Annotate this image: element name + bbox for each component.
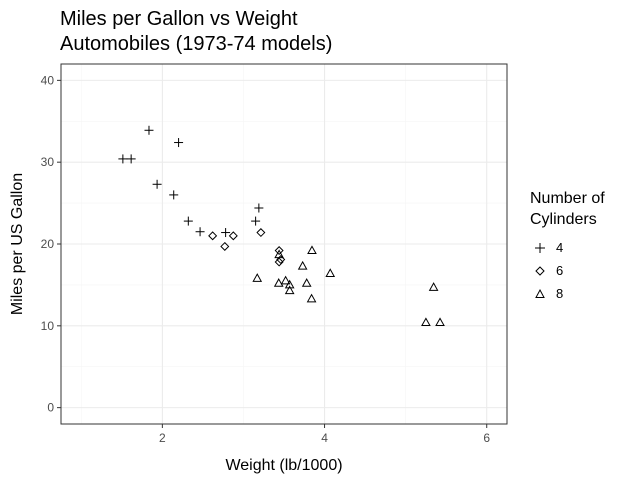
data-point-4-cyl [169,190,179,200]
data-point-6-cyl [208,231,218,241]
data-point-4-cyl [183,216,193,226]
data-point-8-cyl [284,279,295,289]
legend-title-line-1: Number of [530,190,605,207]
data-point-8-cyl [325,268,336,277]
data-point-8-cyl [284,285,295,295]
y-tick-label: 30 [41,155,55,169]
data-point-6-cyl [256,228,266,238]
data-point-6-cyl [274,257,284,267]
data-point-8-cyl [435,317,445,327]
y-tick-label: 0 [47,401,54,415]
data-point-4-cyl [254,203,264,213]
chart-title: Miles per Gallon vs Weight [60,8,298,30]
data-point-8-cyl [306,293,317,303]
legend: Number of Cylinders 4 6 8 [530,188,630,305]
data-point-4-cyl [174,138,184,148]
data-point-4-cyl [126,154,136,164]
data-point-6-cyl [220,241,230,251]
data-point-8-cyl [280,275,291,285]
triangle-marker-icon [535,288,545,298]
data-point-6-cyl [276,255,286,265]
data-point-4-cyl [118,154,128,164]
axis-ticks [57,79,488,428]
data-point-4-cyl [251,216,261,226]
data-point-8-cyl [307,245,317,255]
legend-item-8-cyl: 8 [530,282,630,305]
legend-label: 4 [556,240,564,255]
legend-label: 6 [556,263,564,278]
x-tick-label: 4 [321,431,328,445]
y-tick-label: 20 [41,237,55,251]
data-point-8-cyl [273,278,284,287]
chart-subtitle: Automobiles (1973-74 models) [60,33,333,55]
data-point-4-cyl [144,125,154,135]
data-point-6-cyl [228,231,238,241]
x-tick-label: 2 [159,431,166,445]
data-point-4-cyl [221,228,231,238]
x-tick-label: 6 [483,431,490,445]
data-point-8-cyl [421,317,431,327]
y-tick-label: 40 [41,73,55,87]
data-point-4-cyl [195,227,205,237]
data-point-4-cyl [152,179,162,189]
legend-item-4-cyl: 4 [530,236,630,259]
legend-title: Number of Cylinders [530,188,630,230]
legend-title-line-2: Cylinders [530,211,597,228]
x-axis-title: Weight (lb/1000) [225,457,342,474]
data-point-6-cyl [274,246,284,256]
data-point-8-cyl [274,249,284,259]
y-tick-label: 10 [41,319,55,333]
data-point-8-cyl [297,260,308,270]
plus-marker-icon [535,242,545,253]
data-points [118,125,445,327]
grid-major [61,64,507,424]
data-point-8-cyl [301,278,312,287]
data-point-8-cyl [428,282,439,291]
legend-label: 8 [556,286,564,301]
y-axis-title: Miles per US Gallon [9,173,26,315]
axis-tick-labels: 2 4 6 0 10 20 30 40 [41,73,491,445]
data-point-8-cyl [252,273,263,282]
diamond-marker-icon [535,265,545,276]
legend-item-6-cyl: 6 [530,259,630,282]
